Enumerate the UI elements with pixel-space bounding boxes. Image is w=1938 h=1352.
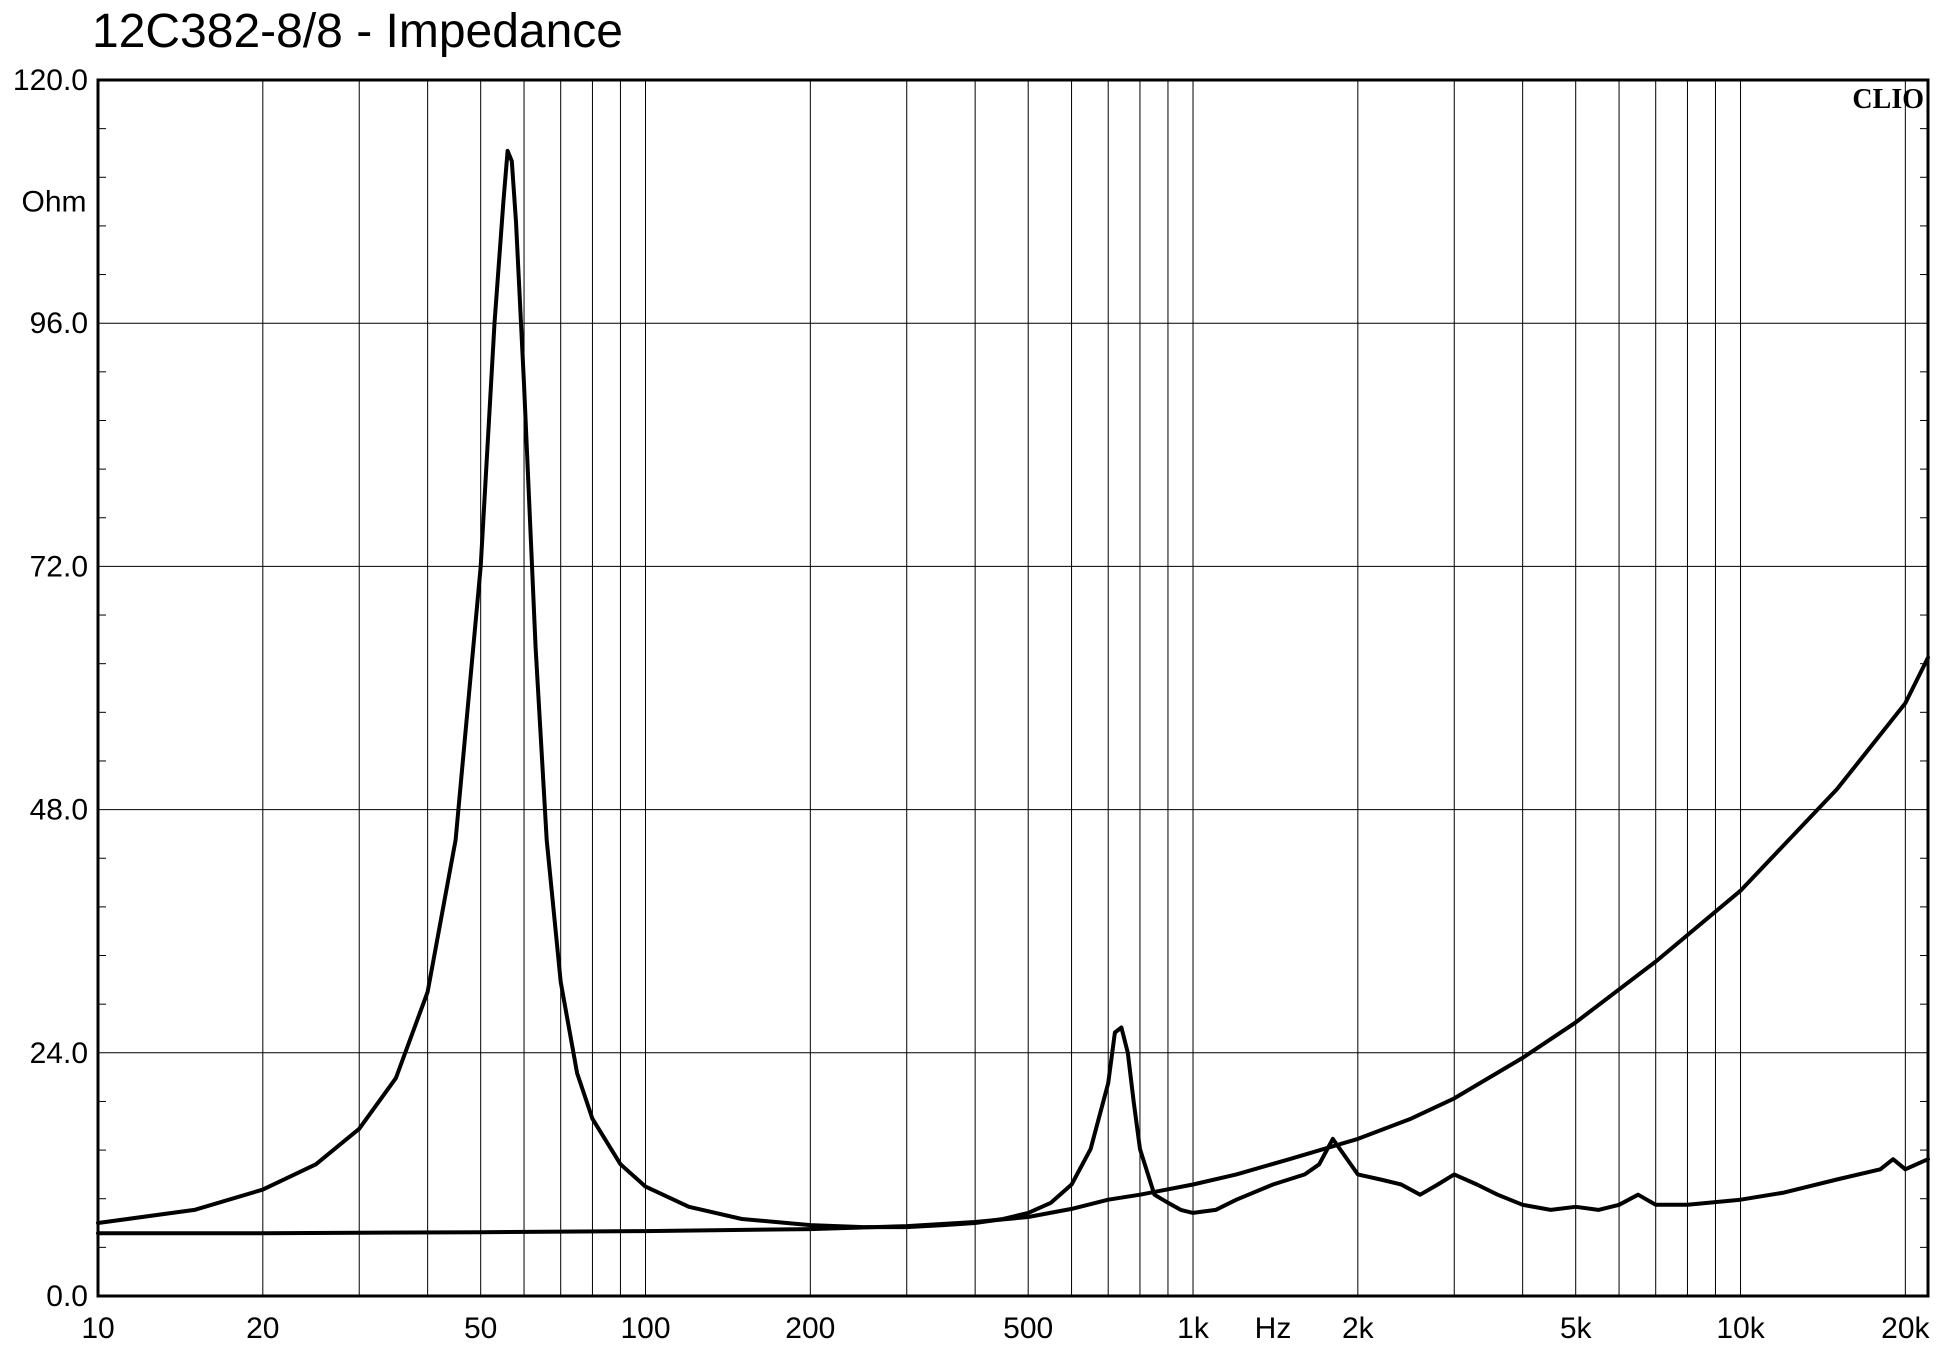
x-tick-label: 50 [464,1312,497,1345]
clio-watermark: CLIO [1852,84,1924,115]
data-curves [96,148,1930,1236]
x-tick-label: 200 [785,1312,835,1345]
y-tick-label: 24.0 [30,1037,88,1070]
y-tick-label: 0.0 [46,1280,88,1313]
x-axis-label: Hz [1255,1312,1292,1345]
x-tick-label: 500 [1003,1312,1053,1345]
y-tick-label: 120.0 [13,64,88,97]
x-tick-label: 100 [620,1312,670,1345]
x-tick-labels: 10 20 50 100 200 500 1k 2k 5k 10k 20k [81,1312,1930,1345]
x-tick-label: 20k [1881,1312,1930,1345]
x-tick-label: 1k [1177,1312,1210,1345]
impedance-curve-1 [96,148,1930,1230]
y-tick-labels: 120.0 96.0 72.0 48.0 24.0 0.0 [13,64,88,1313]
y-axis-label: Ohm [21,186,86,219]
plot-frame [96,78,1930,1298]
y-tick-label: 96.0 [30,307,88,340]
x-tick-label: 5k [1560,1312,1593,1345]
x-tick-label: 2k [1342,1312,1375,1345]
impedance-curve-2 [96,655,1930,1236]
y-tick-label: 48.0 [30,794,88,827]
x-tick-label: 20 [246,1312,279,1345]
x-tick-label: 10k [1716,1312,1765,1345]
x-tick-label: 10 [81,1312,114,1345]
chart-title: 12C382-8/8 - Impedance [92,5,623,58]
y-tick-label: 72.0 [30,550,88,583]
